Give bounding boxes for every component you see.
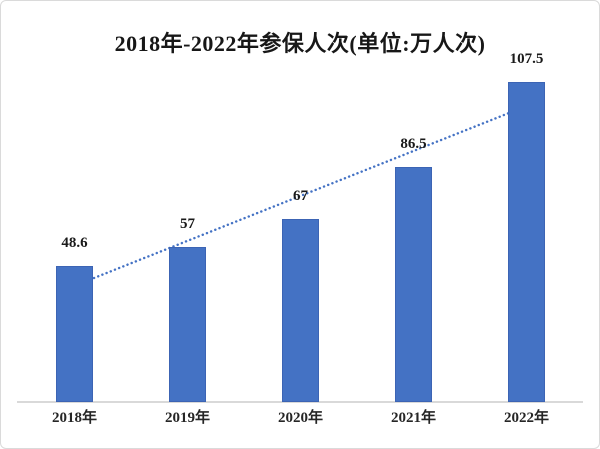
x-axis-label-2020年: 2020年 [277,410,323,426]
value-label-2018年: 48.6 [61,235,88,251]
x-axis-line [17,401,583,403]
value-label-2019年: 57 [180,216,195,232]
bar-2018年 [56,266,93,402]
x-axis-label-2021年: 2021年 [390,410,436,426]
x-axis-label-2022年: 2022年 [503,410,549,426]
x-axis-label-2018年: 2018年 [51,410,97,426]
bar-2021年 [395,167,432,402]
value-label-2021年: 86.5 [400,136,427,152]
value-label-2022年: 107.5 [509,51,544,67]
bar-2019年 [169,247,206,402]
bar-2022年 [508,82,545,402]
chart-title: 2018年-2022年参保人次(单位:万人次) [114,31,486,56]
value-label-2020年: 67 [293,188,308,204]
bar-2020年 [282,219,319,402]
x-axis-label-2019年: 2019年 [164,410,210,426]
